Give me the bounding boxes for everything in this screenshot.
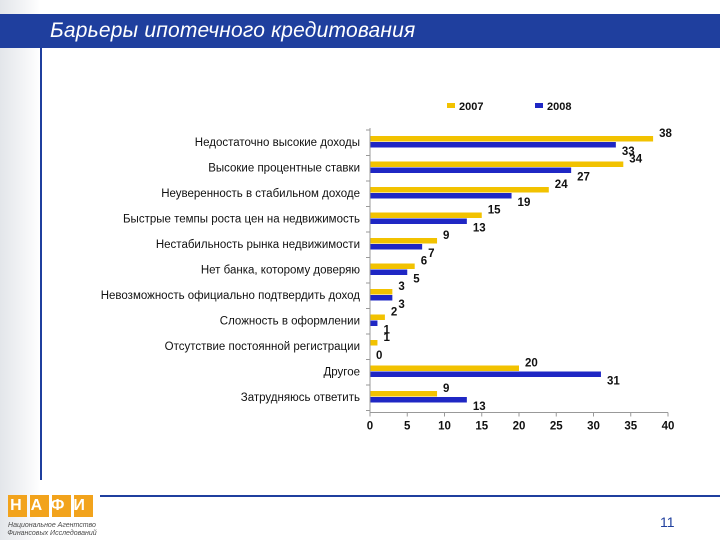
nafi-logo: НАФИ Национальное Агентство Финансовых И… [6, 492, 98, 540]
logo-caption: Национальное Агентство Финансовых Исслед… [6, 522, 98, 538]
category-label: Недостаточно высокие доходы [195, 137, 360, 149]
data-label: 7 [428, 248, 434, 260]
bar-2008 [370, 269, 408, 275]
data-label: 3 [398, 299, 404, 311]
logo-caption-line: Национальное Агентство [8, 522, 96, 529]
category-label: Быстрые темпы роста цен на недвижимость [123, 214, 360, 226]
logo-block [74, 495, 93, 517]
bar-chart: 2007 2008 Недостаточно высокие доходы3833… [101, 101, 675, 433]
bar-2008 [370, 142, 616, 148]
data-label: 1 [383, 332, 390, 344]
data-label: 5 [413, 274, 420, 286]
footer-divider-line [100, 495, 720, 497]
left-divider-line [40, 48, 42, 480]
title-bar [0, 14, 720, 48]
bar-2007 [370, 340, 378, 346]
category-label: Затрудняюсь ответить [241, 392, 360, 404]
logo-block [52, 495, 71, 517]
bar-2008 [370, 320, 378, 326]
data-label: 3 [398, 281, 404, 293]
logo-block [30, 495, 49, 517]
x-tick-label: 5 [404, 421, 411, 433]
data-label: 13 [473, 223, 486, 235]
bar-2007 [370, 365, 519, 371]
category-label: Невозможность официально подтвердить дох… [101, 290, 361, 302]
bar-2008 [370, 397, 467, 403]
x-tick-label: 15 [475, 421, 488, 433]
data-label: 24 [555, 179, 568, 191]
category-label: Нестабильность рынка недвижимости [156, 239, 360, 251]
logo-letters: НАФИ [10, 497, 94, 514]
legend-label: 2007 [459, 101, 483, 113]
x-tick-label: 30 [587, 421, 600, 433]
data-label: 27 [577, 172, 590, 184]
x-tick-label: 0 [367, 421, 373, 433]
bar-2007 [370, 136, 654, 142]
bar-2008 [370, 371, 601, 377]
bar-2007 [370, 314, 385, 320]
x-tick-label: 25 [550, 421, 563, 433]
data-label: 31 [607, 376, 620, 388]
legend-swatch [535, 103, 543, 108]
bar-2007 [370, 238, 438, 244]
left-decorative-band [0, 0, 40, 540]
legend-swatch [447, 103, 455, 108]
data-label: 34 [629, 154, 642, 166]
data-label: 9 [443, 383, 449, 395]
bar-2008 [370, 167, 572, 173]
bar-2008 [370, 193, 512, 199]
category-label: Отсутствие постоянной регистрации [165, 341, 360, 353]
category-label: Неуверенность в стабильном доходе [161, 188, 360, 200]
data-label: 33 [622, 146, 635, 158]
data-label: 38 [659, 128, 672, 140]
category-label: Сложность в оформлении [220, 316, 360, 328]
data-label: 9 [443, 230, 449, 242]
logo-block [8, 495, 27, 517]
bar-2008 [370, 295, 393, 301]
bar-2007 [370, 391, 438, 397]
x-tick-label: 40 [662, 421, 675, 433]
bar-2007 [370, 161, 624, 167]
logo-caption-line: Финансовых Исследований [7, 530, 97, 537]
slide-title: Барьеры ипотечного кредитования [50, 19, 416, 42]
legend-label: 2008 [547, 101, 571, 113]
bar-2007 [370, 289, 393, 295]
data-label: 20 [525, 358, 538, 370]
data-label: 13 [473, 401, 486, 413]
x-tick-label: 35 [624, 421, 637, 433]
bar-2008 [370, 218, 467, 224]
bar-2007 [370, 212, 482, 218]
data-label: 15 [488, 205, 501, 217]
data-label: 2 [391, 307, 397, 319]
category-label: Нет банка, которому доверяю [201, 265, 361, 277]
bar-2007 [370, 187, 549, 193]
x-tick-label: 10 [438, 421, 451, 433]
data-label: 1 [383, 325, 390, 337]
category-label: Другое [323, 367, 360, 379]
bar-2007 [370, 263, 415, 269]
category-label: Высокие процентные ставки [208, 163, 360, 175]
data-label: 19 [518, 197, 531, 209]
data-label: 6 [421, 256, 427, 268]
bar-2008 [370, 244, 423, 250]
data-label: 0 [376, 350, 382, 362]
x-tick-label: 20 [513, 421, 526, 433]
page-number: 11 [660, 514, 675, 530]
